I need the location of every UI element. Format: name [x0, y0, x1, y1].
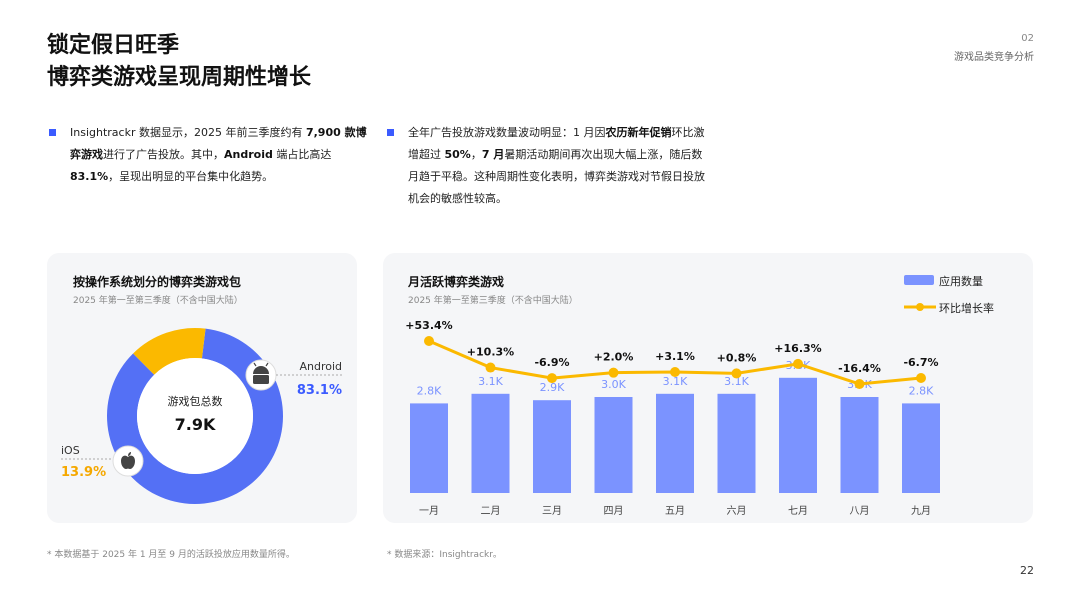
bullet-point-2: 全年广告投放游戏数量波动明显：1 月因农历新年促销环比激增超过 50%，7 月暑… — [387, 122, 707, 210]
x-tick-label: 九月 — [911, 505, 931, 517]
legend-bar-swatch — [904, 275, 934, 285]
growth-rate-point — [731, 368, 742, 379]
os-distribution-card: 按操作系统划分的博弈类游戏包 2025 年第一至第三季度（不含中国大陆） 游戏包… — [47, 253, 357, 523]
page-number: 22 — [1020, 564, 1034, 577]
growth-rate-label: -16.4% — [838, 362, 881, 375]
android-label: Android — [299, 360, 342, 373]
x-tick-label: 五月 — [665, 505, 685, 517]
bullet-point-1: Insightrackr 数据显示，2025 年前三季度约有 7,900 款博弈… — [49, 122, 369, 188]
growth-rate-point — [670, 366, 680, 377]
bar-7 — [779, 377, 817, 493]
donut-slices — [106, 328, 284, 504]
ios-label: iOS — [61, 444, 80, 457]
section-name: 游戏品类竞争分析 — [954, 52, 1034, 63]
x-tick-label: 三月 — [542, 505, 562, 517]
right-footnote: * 数据来源：Insightrackr。 — [387, 550, 502, 560]
bullet-text-2: 全年广告投放游戏数量波动明显：1 月因农历新年促销环比激增超过 50%，7 月暑… — [408, 126, 705, 205]
growth-rate-point — [793, 358, 803, 369]
monthly-active-games-card: 月活跃博弈类游戏 2025 年第一至第三季度（不含中国大陆） 应用数量 环比增长… — [383, 253, 1033, 523]
growth-rate-point — [854, 379, 865, 389]
monthly-combo-chart: 2.8K一月3.1K二月2.9K三月3.0K四月3.1K五月3.1K六月3.6K… — [405, 319, 940, 517]
growth-rate-label: +2.0% — [594, 351, 634, 364]
x-tick-label: 八月 — [850, 505, 870, 517]
growth-rate-label: +16.3% — [774, 342, 821, 355]
x-tick-label: 六月 — [727, 505, 747, 517]
legend-line-label: 环比增长率 — [939, 302, 994, 315]
os-card-subtitle: 2025 年第一至第三季度（不含中国大陆） — [73, 296, 243, 306]
monthly-card-subtitle: 2025 年第一至第三季度（不含中国大陆） — [408, 296, 578, 306]
growth-rate-point — [547, 373, 557, 384]
title-line-2: 博弈类游戏呈现周期性增长 — [47, 65, 312, 90]
bar-6 — [717, 393, 756, 493]
android-percentage: 83.1% — [297, 383, 342, 398]
x-tick-label: 四月 — [604, 505, 624, 517]
os-card-title: 按操作系统划分的博弈类游戏包 — [73, 275, 242, 289]
growth-rate-label: +3.1% — [655, 350, 695, 363]
donut-slice-ios — [133, 328, 206, 375]
android-icon — [245, 359, 277, 391]
bar-value-label: 2.8K — [909, 384, 934, 397]
page-title: 锁定假日旺季 博弈类游戏呈现周期性增长 — [47, 30, 311, 94]
bar-value-label: 2.9K — [540, 381, 565, 394]
growth-rate-point — [424, 336, 434, 346]
bar-value-label: 3.1K — [724, 375, 749, 388]
bar-9 — [902, 403, 940, 493]
bullet-text-1: Insightrackr 数据显示，2025 年前三季度约有 7,900 款博弈… — [70, 126, 367, 183]
donut-chart: 游戏包总数 7.9K Android 83.1% iOS 13.9% — [61, 328, 342, 504]
bullet-square-icon — [49, 129, 56, 136]
bar-value-label: 3.1K — [478, 375, 503, 388]
bar-value-label: 3.1K — [663, 375, 688, 388]
donut-center-value: 7.9K — [175, 415, 216, 434]
bar-value-label: 2.8K — [417, 384, 442, 397]
bar-8 — [840, 397, 879, 493]
growth-rate-label: -6.9% — [534, 356, 569, 369]
bullet-square-icon — [387, 129, 394, 136]
growth-rate-label: +0.8% — [717, 351, 757, 364]
donut-slice-android — [106, 328, 284, 504]
bar-5 — [656, 393, 694, 493]
x-tick-label: 一月 — [419, 505, 439, 517]
x-tick-label: 七月 — [788, 505, 808, 517]
monthly-card-title: 月活跃博弈类游戏 — [408, 275, 505, 289]
growth-rate-point — [608, 367, 619, 378]
growth-rate-point — [485, 362, 496, 373]
ios-percentage: 13.9% — [61, 465, 106, 480]
bar-3 — [533, 400, 571, 493]
legend-line-swatch — [904, 303, 936, 311]
bar-value-label: 3.0K — [601, 378, 626, 391]
growth-rate-label: +10.3% — [467, 346, 514, 359]
title-line-1: 锁定假日旺季 — [47, 33, 180, 58]
left-footnote: * 本数据基于 2025 年 1 月至 9 月的活跃投放应用数量所得。 — [47, 550, 295, 560]
donut-center-label: 游戏包总数 — [168, 394, 223, 408]
bar-1 — [410, 403, 448, 493]
legend-bar-label: 应用数量 — [939, 275, 983, 288]
apple-icon — [112, 445, 144, 477]
growth-rate-point — [916, 373, 926, 384]
bar-2 — [471, 393, 510, 493]
bar-4 — [594, 397, 633, 493]
growth-rate-label: +53.4% — [405, 319, 452, 332]
growth-rate-label: -6.7% — [903, 356, 938, 369]
section-number: 02 — [1021, 33, 1034, 44]
x-tick-label: 二月 — [481, 505, 501, 517]
